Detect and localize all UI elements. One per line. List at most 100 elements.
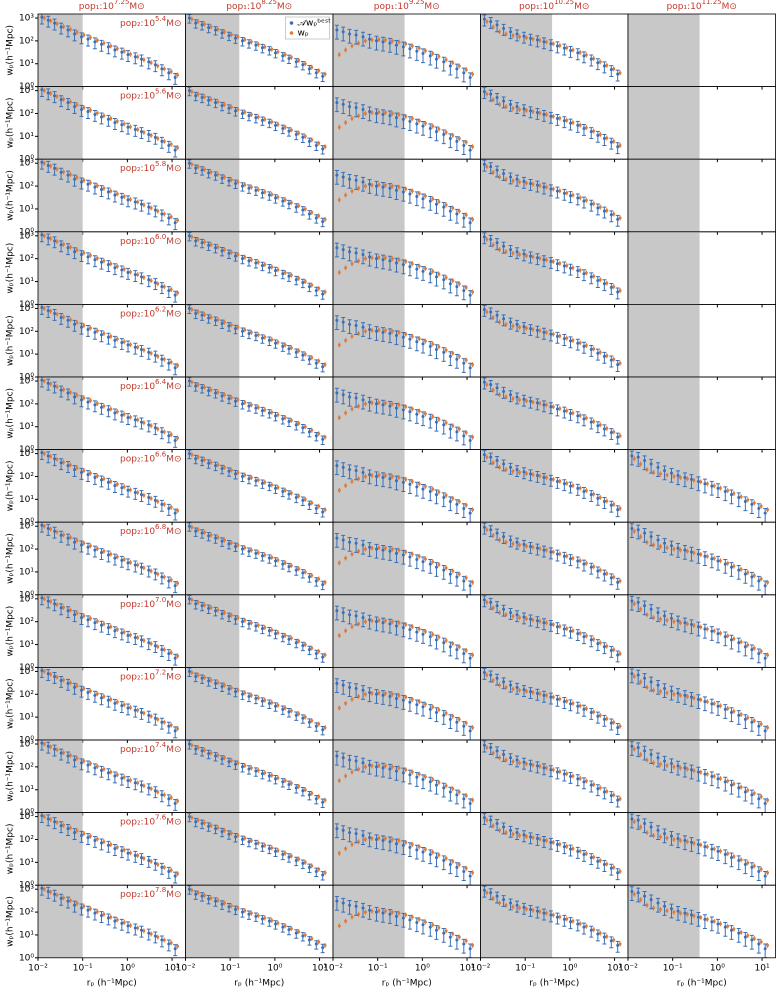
- measured-point: [93, 839, 97, 843]
- measured-point: [73, 32, 77, 36]
- model-point: [303, 788, 307, 792]
- measured-point: [348, 613, 352, 617]
- model-point: [256, 333, 260, 337]
- model-point: [229, 468, 233, 472]
- model-point: [431, 124, 435, 128]
- model-point: [383, 38, 387, 42]
- measured-point: [79, 35, 83, 39]
- measured-point: [194, 892, 198, 896]
- model-point: [202, 313, 206, 317]
- model-point: [149, 932, 153, 936]
- measured-point: [274, 777, 278, 781]
- measured-point: [274, 51, 278, 55]
- measured-point: [220, 394, 224, 398]
- measured-point: [314, 797, 318, 801]
- model-point: [390, 474, 394, 478]
- measured-point: [240, 547, 244, 551]
- measured-point: [59, 98, 63, 102]
- shade: [333, 667, 405, 740]
- measured-point: [448, 209, 452, 213]
- model-point: [202, 603, 206, 607]
- measured-point: [335, 101, 339, 105]
- model-point: [102, 331, 106, 335]
- measured-point: [254, 188, 258, 192]
- measured-point: [153, 789, 157, 793]
- model-point: [49, 672, 53, 676]
- measured-point: [234, 109, 238, 113]
- measured-point: [448, 354, 452, 358]
- model-point: [88, 399, 92, 403]
- model-point: [303, 643, 307, 647]
- measured-point: [421, 52, 425, 56]
- model-point: [249, 403, 253, 407]
- measured-point: [401, 190, 405, 194]
- measured-point: [139, 928, 143, 932]
- panel: [185, 885, 327, 958]
- model-point: [88, 907, 92, 911]
- model-point: [55, 240, 59, 244]
- model-point: [417, 264, 421, 268]
- model-point: [397, 403, 401, 407]
- model-point: [88, 36, 92, 40]
- measured-point: [214, 536, 218, 540]
- measured-point: [59, 533, 63, 537]
- model-point: [344, 629, 348, 633]
- model-point: [451, 61, 455, 65]
- model-point: [283, 851, 287, 855]
- model-point: [95, 547, 99, 551]
- model-point: [136, 273, 140, 277]
- measured-point: [381, 185, 385, 189]
- model-point: [236, 543, 240, 547]
- measured-point: [314, 506, 318, 510]
- model-point: [109, 480, 113, 484]
- model-point: [310, 791, 314, 795]
- row-label: pop₂:106.8M⊙: [120, 523, 181, 537]
- model-point: [156, 863, 160, 867]
- model-point: [423, 630, 427, 634]
- measured-point: [214, 246, 218, 250]
- measured-point: [40, 15, 44, 19]
- model-point: [437, 345, 441, 349]
- model-point: [243, 763, 247, 767]
- model-point: [404, 550, 408, 554]
- measured-point: [66, 609, 70, 613]
- measured-point: [374, 402, 378, 406]
- title-exponent: 9.25: [409, 0, 425, 6]
- model-point: [289, 418, 293, 422]
- model-point: [263, 263, 267, 267]
- measured-point: [421, 124, 425, 128]
- model-point: [363, 547, 367, 551]
- measured-point: [341, 611, 345, 615]
- measured-point: [287, 56, 291, 60]
- measured-point: [348, 468, 352, 472]
- measured-point: [234, 181, 238, 185]
- measured-point: [374, 620, 378, 624]
- measured-point: [153, 861, 157, 865]
- measured-point: [86, 618, 90, 622]
- model-point: [363, 257, 367, 261]
- row-exponent: 6.6: [155, 451, 167, 459]
- model-point: [115, 482, 119, 486]
- model-point: [390, 39, 394, 43]
- model-point: [209, 751, 213, 755]
- model-point: [136, 418, 140, 422]
- model-point: [303, 497, 307, 501]
- model-point: [68, 681, 72, 685]
- measured-point: [173, 439, 177, 443]
- measured-point: [173, 76, 177, 80]
- y-tick-label: 10²: [19, 36, 34, 46]
- model-point: [222, 320, 226, 324]
- model-point: [202, 240, 206, 244]
- measured-point: [307, 648, 311, 652]
- panel: [38, 667, 180, 740]
- panel: [38, 86, 180, 160]
- measured-point: [468, 511, 472, 515]
- model-point: [136, 781, 140, 785]
- measured-point: [388, 477, 392, 481]
- measured-point: [133, 200, 137, 204]
- model-point: [82, 323, 86, 327]
- measured-point: [194, 674, 198, 678]
- measured-point: [254, 116, 258, 120]
- measured-point: [40, 88, 44, 92]
- model-point: [209, 97, 213, 101]
